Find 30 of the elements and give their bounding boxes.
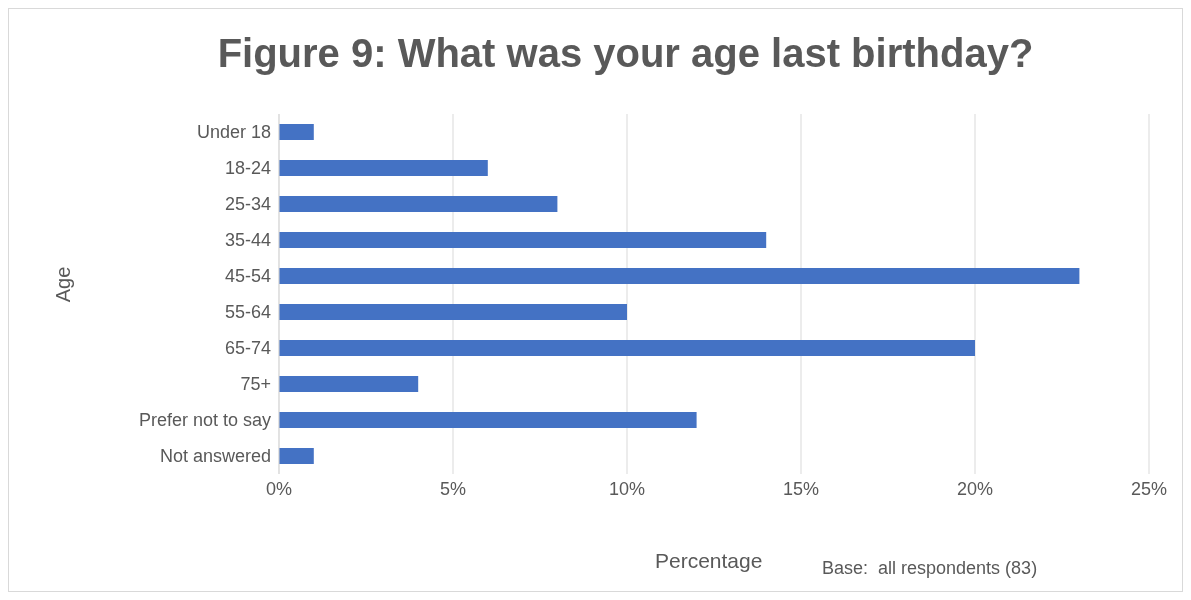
bar xyxy=(279,376,419,392)
x-tick-label: 25% xyxy=(1130,478,1168,499)
bar xyxy=(279,232,767,248)
bar xyxy=(279,160,488,176)
y-tick-label: Under 18 xyxy=(196,122,271,143)
bar xyxy=(279,448,314,464)
y-tick-label: 75+ xyxy=(240,374,271,395)
bar xyxy=(279,340,975,356)
x-tick-label: 15% xyxy=(782,478,820,499)
bar xyxy=(279,124,314,140)
x-tick-label: 10% xyxy=(608,478,646,499)
x-tick-label: 5% xyxy=(439,478,467,499)
text: Base: all respondents (83) xyxy=(822,558,1038,579)
y-tick-label: 25-34 xyxy=(224,194,271,215)
bar xyxy=(279,412,697,428)
y-tick-label: 45-54 xyxy=(224,266,271,287)
y-tick-label: Not answered xyxy=(159,446,271,467)
y-tick-label: Prefer not to say xyxy=(138,410,271,431)
y-tick-label: 18-24 xyxy=(224,158,271,179)
bar xyxy=(279,304,627,320)
y-tick-label: 35-44 xyxy=(224,230,271,251)
x-tick-label: 20% xyxy=(956,478,994,499)
x-axis-title: Percentage xyxy=(655,549,763,573)
bar xyxy=(279,268,1080,284)
y-tick-label: 65-74 xyxy=(224,338,271,359)
y-axis-title: Age xyxy=(52,266,76,302)
y-tick-label: 55-64 xyxy=(224,302,271,323)
x-tick-label: 0% xyxy=(265,478,293,499)
chart-title: Figure 9: What was your age last birthday? xyxy=(216,31,1035,76)
bar xyxy=(279,196,558,212)
